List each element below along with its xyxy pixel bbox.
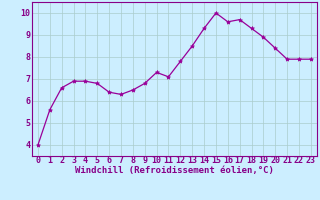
X-axis label: Windchill (Refroidissement éolien,°C): Windchill (Refroidissement éolien,°C): [75, 166, 274, 175]
